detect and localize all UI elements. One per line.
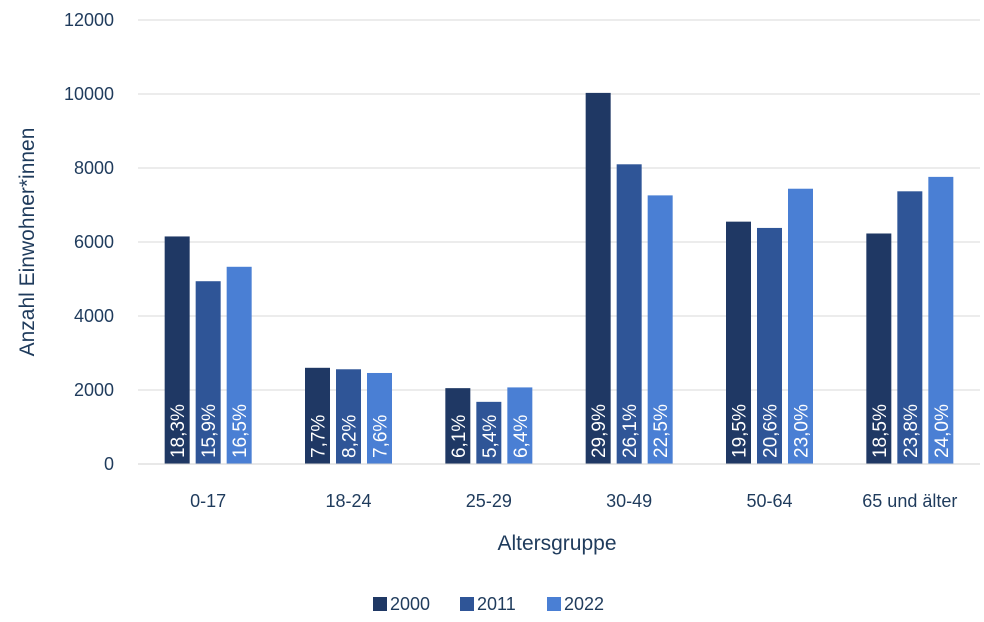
legend: 2000 2011 2022 — [373, 594, 604, 614]
y-axis-ticks: 0 2000 4000 6000 8000 10000 12000 — [64, 10, 114, 474]
bar-2011-30-49 — [616, 164, 642, 465]
bar-2022-30-49 — [647, 195, 673, 464]
bar-data-label: 7,6% — [371, 415, 392, 458]
bar-data-label: 6,1% — [449, 415, 470, 458]
bar-data-label: 20,6% — [761, 404, 782, 458]
y-tick-label: 4000 — [74, 306, 114, 326]
bar-data-label: 8,2% — [340, 415, 361, 458]
bars: 18,3% 15,9% 16,5% 7,7% 8,2% 7,6% 6,1% 5,4% 6,4% 2… — [164, 92, 954, 465]
y-tick-label: 8000 — [74, 158, 114, 178]
bar-2022-50-64 — [788, 188, 813, 464]
bar-data-label: 18,5% — [870, 404, 891, 458]
y-tick-label: 0 — [104, 454, 114, 474]
bar-2011-65 und älter — [897, 191, 923, 464]
bar-data-label: 15,9% — [199, 404, 220, 458]
y-tick-label: 2000 — [74, 380, 114, 400]
x-axis-ticks: 0-17 18-24 25-29 30-49 50-64 65 und älter — [190, 491, 957, 511]
bar-2011-25-29 — [476, 401, 502, 464]
bar-data-label: 24,0% — [932, 404, 953, 458]
x-tick-label: 65 und älter — [862, 491, 957, 511]
legend-label: 2011 — [477, 594, 516, 614]
bar-data-label: 16,5% — [230, 404, 251, 458]
x-axis-title: Altersgruppe — [497, 532, 616, 555]
bar-data-label: 29,9% — [589, 404, 610, 458]
legend-swatch-2022 — [547, 597, 561, 611]
bar-2000-50-64 — [726, 221, 751, 464]
gridlines — [138, 19, 980, 391]
legend-swatch-2011 — [460, 597, 474, 611]
bar-data-label: 5,4% — [480, 415, 501, 458]
bar-data-label: 26,1% — [620, 404, 641, 458]
x-tick-label: 50-64 — [746, 491, 792, 511]
bar-data-label: 6,4% — [511, 415, 532, 458]
y-tick-label: 6000 — [74, 232, 114, 252]
bar-data-label: 23,8% — [901, 404, 922, 458]
legend-label: 2022 — [564, 594, 604, 614]
x-tick-label: 0-17 — [190, 491, 226, 511]
bar-2000-30-49 — [585, 92, 611, 464]
bar-2000-18-24 — [305, 367, 330, 464]
bar-data-label: 18,3% — [168, 404, 189, 458]
x-tick-label: 25-29 — [466, 491, 512, 511]
bar-2011-18-24 — [336, 369, 361, 464]
bar-data-label: 23,0% — [792, 404, 813, 458]
x-tick-label: 30-49 — [606, 491, 652, 511]
bar-2022-25-29 — [507, 387, 533, 464]
bar-2011-50-64 — [757, 227, 782, 464]
y-axis-title: Anzahl Einwohner*innen — [16, 128, 39, 357]
bar-2022-18-24 — [367, 372, 392, 464]
bar-2011-0-17 — [195, 281, 221, 464]
y-tick-label: 12000 — [64, 10, 114, 30]
bar-2000-0-17 — [164, 236, 190, 464]
x-tick-label: 18-24 — [325, 491, 371, 511]
bar-2022-65 und älter — [928, 176, 954, 464]
bar-data-label: 19,5% — [730, 404, 751, 458]
legend-swatch-2000 — [373, 597, 387, 611]
y-tick-label: 10000 — [64, 84, 114, 104]
legend-label: 2000 — [390, 594, 430, 614]
bar-2022-0-17 — [226, 266, 252, 464]
bar-2000-25-29 — [445, 388, 471, 464]
bar-2000-65 und älter — [866, 233, 892, 464]
bar-data-label: 7,7% — [309, 415, 330, 458]
bar-data-label: 22,5% — [651, 404, 672, 458]
